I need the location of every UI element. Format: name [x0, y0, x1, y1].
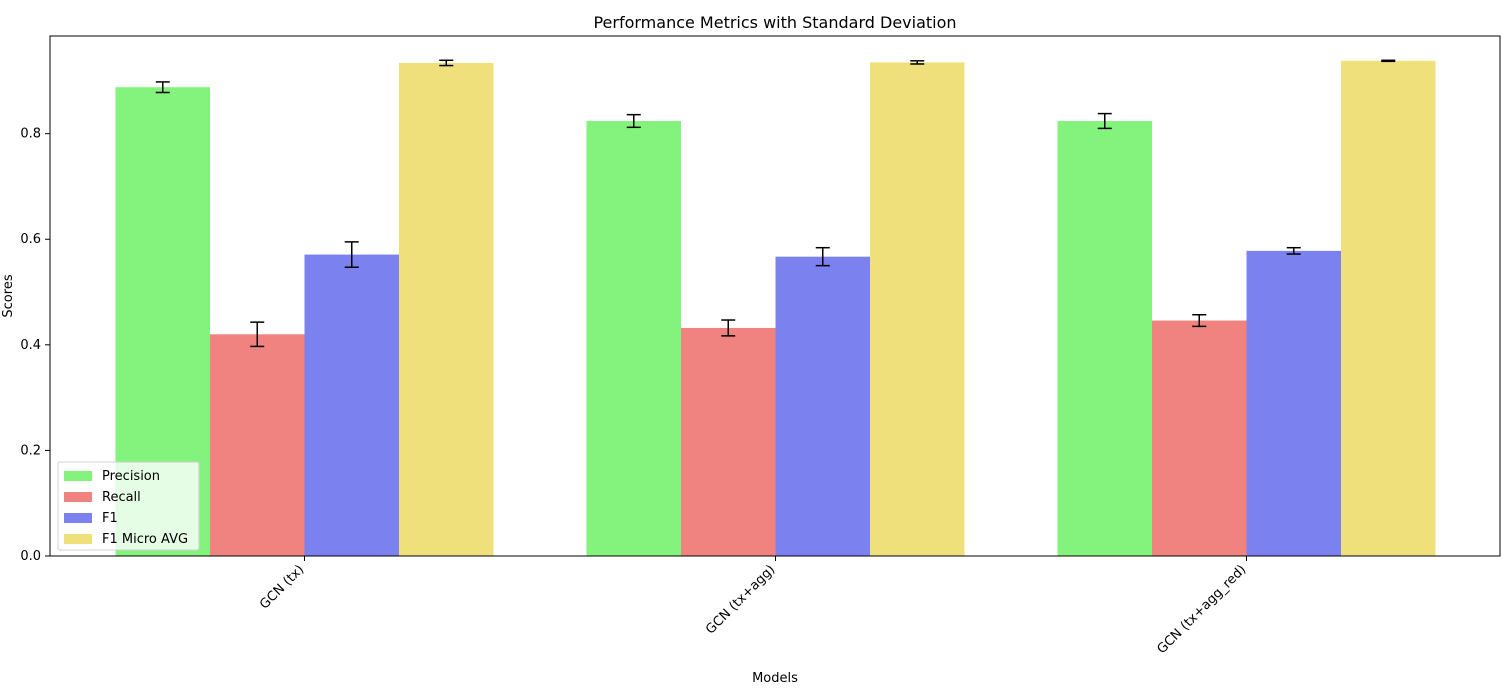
y-tick-label: 0.0 — [20, 549, 41, 564]
bar-f1-micro-avg-gcn-tx-agg — [870, 62, 965, 557]
bar-recall-gcn-tx — [210, 334, 305, 556]
legend-label-f1-micro-avg: F1 Micro AVG — [102, 532, 188, 547]
y-axis-label: Scores — [1, 274, 16, 317]
bar-precision-gcn-tx-agg — [586, 120, 681, 556]
error-bar-f1-micro-avg-gcn-tx-agg — [910, 60, 925, 65]
chart-title: Performance Metrics with Standard Deviat… — [593, 13, 956, 32]
legend-swatch-recall — [64, 492, 92, 502]
bar-f1-gcn-tx-agg — [775, 256, 870, 556]
legend: Precision Recall F1 F1 Micro AVG — [57, 461, 200, 551]
bar-f1-micro-avg-gcn-tx — [399, 62, 494, 556]
plot-area — [115, 59, 1436, 557]
error-bar-precision-gcn-tx-agg — [626, 113, 641, 129]
error-bar-f1-micro-avg-gcn-tx — [439, 59, 454, 67]
bar-recall-gcn-tx-agg-red — [1152, 320, 1247, 556]
error-bar-precision-gcn-tx — [155, 81, 170, 94]
legend-item-f1: F1 — [64, 511, 118, 526]
legend-item-precision: Precision — [64, 469, 160, 484]
error-bar-f1-gcn-tx — [344, 241, 359, 268]
bar-f1-micro-avg-gcn-tx-agg-red — [1341, 60, 1436, 556]
error-bar-f1-gcn-tx-agg — [815, 246, 830, 267]
legend-swatch-precision — [64, 471, 92, 481]
legend-label-f1: F1 — [102, 511, 118, 526]
bar-f1-gcn-tx — [304, 254, 399, 556]
error-bar-f1-micro-avg-gcn-tx-agg-red — [1381, 59, 1396, 63]
y-tick-label: 0.4 — [20, 338, 41, 353]
legend-item-recall: Recall — [64, 490, 141, 505]
legend-label-recall: Recall — [102, 490, 141, 505]
error-bar-recall-gcn-tx-agg — [721, 319, 736, 337]
legend-label-precision: Precision — [102, 469, 160, 484]
legend-swatch-f1 — [64, 513, 92, 523]
legend-item-f1-micro-avg: F1 Micro AVG — [64, 532, 188, 547]
x-axis-label: Models — [752, 671, 798, 686]
legend-swatch-f1-micro-avg — [64, 534, 92, 544]
legend-box — [57, 461, 200, 551]
error-bar-f1-gcn-tx-agg-red — [1286, 246, 1301, 255]
error-bar-recall-gcn-tx — [250, 321, 265, 348]
bar-f1-gcn-tx-agg-red — [1246, 250, 1341, 556]
bar-precision-gcn-tx-agg-red — [1057, 120, 1152, 556]
error-bar-recall-gcn-tx-agg-red — [1192, 313, 1207, 328]
y-tick-label: 0.2 — [20, 443, 41, 458]
y-tick-label: 0.8 — [20, 127, 41, 142]
bar-recall-gcn-tx-agg — [681, 327, 776, 556]
error-bar-precision-gcn-tx-agg-red — [1097, 112, 1112, 130]
y-tick-label: 0.6 — [20, 232, 41, 247]
